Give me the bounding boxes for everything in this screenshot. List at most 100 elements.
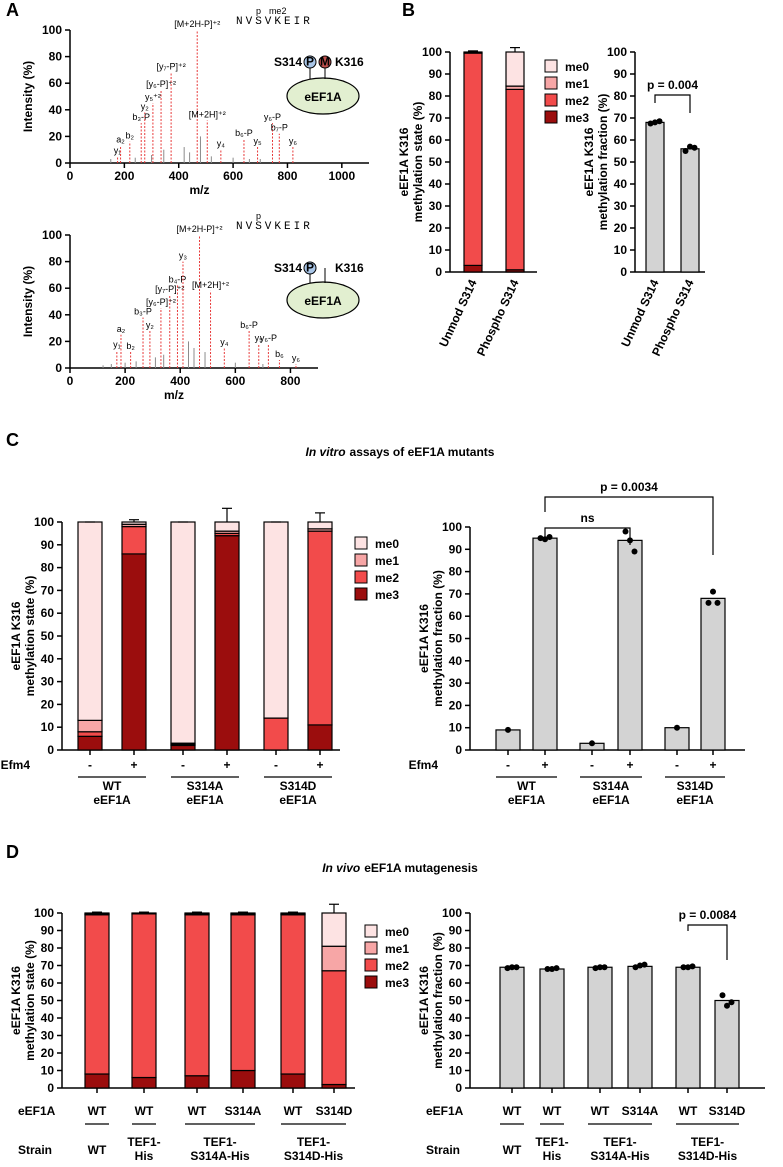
bar-segment xyxy=(77,719,103,733)
error-bar xyxy=(468,50,478,52)
group-label: TEF1- xyxy=(127,1135,160,1149)
site-mark xyxy=(318,55,332,69)
peak-label: b₃-P xyxy=(134,306,152,316)
bar-segment xyxy=(184,912,210,915)
x-tick-label: + xyxy=(223,758,230,772)
bar-segment xyxy=(170,521,196,744)
x-tick-label: - xyxy=(590,758,594,772)
peak-label: [M+2H-P]⁺² xyxy=(177,224,223,234)
bar-segment xyxy=(463,264,483,273)
y-tick-label: 10 xyxy=(41,1064,55,1078)
peak-label: [M+2H-P]⁺² xyxy=(174,19,220,29)
legend-swatch xyxy=(544,59,558,73)
x-tick-label: - xyxy=(181,758,185,772)
panel-letter: A xyxy=(6,0,19,20)
group-label: eEF1A xyxy=(93,793,131,807)
bar-segment xyxy=(263,717,289,751)
data-point xyxy=(504,965,511,972)
peptide: NVSVKEIR xyxy=(236,16,313,28)
x-tick-label: + xyxy=(626,758,633,772)
x-tick-label: 0 xyxy=(67,169,74,183)
peak-label: y₃ xyxy=(179,251,188,261)
peak-label: y₁ xyxy=(114,145,122,155)
bar-segment xyxy=(280,1073,306,1089)
x-tick-label: WT xyxy=(679,1104,698,1118)
x-tick-label: Unmod S314 xyxy=(436,277,480,349)
y-tick-label: 0 xyxy=(435,265,442,279)
y-tick-label: 10 xyxy=(429,243,443,257)
group-label: S314D-His xyxy=(284,1149,344,1163)
y-tick-label: 50 xyxy=(41,994,55,1008)
legend-label: me0 xyxy=(385,925,409,939)
y-tick-label: 60 xyxy=(449,609,463,623)
error-bar xyxy=(192,911,202,913)
group-label: S314D-His xyxy=(678,1149,738,1163)
group-label: TEF1- xyxy=(535,1135,568,1149)
group-label: WT xyxy=(517,779,536,793)
title-italic: In vivo xyxy=(322,861,360,875)
x-tick-label: WT xyxy=(284,1104,303,1118)
panel-letter: C xyxy=(6,430,19,450)
x-tick-label: 600 xyxy=(225,374,245,388)
y-tick-label: 100 xyxy=(42,23,62,37)
peak-label: b₂ xyxy=(126,341,135,351)
bar-segment xyxy=(131,913,157,1079)
site-label: S314 xyxy=(274,55,302,69)
data-point xyxy=(682,148,689,154)
legend-swatch xyxy=(354,553,368,567)
group-label: TEF1- xyxy=(297,1135,330,1149)
y-tick-label: 80 xyxy=(41,561,55,575)
bar xyxy=(617,539,643,751)
y-tick-label: 50 xyxy=(429,155,443,169)
row-label: Efm4 xyxy=(409,758,439,772)
peak-label: y₆ xyxy=(292,353,301,363)
peak-label: y₂ xyxy=(146,320,155,330)
x-tick-label: 0 xyxy=(67,374,74,388)
site-mark-label: M xyxy=(320,55,330,69)
panel-letter: D xyxy=(6,842,19,862)
x-tick-label: 200 xyxy=(115,374,135,388)
y-tick-label: 80 xyxy=(41,941,55,955)
y-tick-label: 20 xyxy=(49,129,63,143)
peak-label: [M+2H]⁺² xyxy=(189,109,226,119)
peak-label: b₃-P xyxy=(132,112,150,122)
bar-segment xyxy=(77,731,103,737)
group-label: His xyxy=(543,1149,562,1163)
group-label: His xyxy=(135,1149,154,1163)
y-axis-label: Intensity (%) xyxy=(21,61,35,132)
row-label: Strain xyxy=(426,1143,460,1157)
data-point xyxy=(592,965,599,972)
protein-shape xyxy=(286,77,360,115)
group-label: eEF1A xyxy=(279,793,317,807)
bar-segment xyxy=(121,553,147,751)
y-tick-label: 10 xyxy=(41,720,55,734)
bar-segment xyxy=(131,1076,157,1089)
bar-segment xyxy=(505,88,525,271)
legend-swatch xyxy=(544,76,558,90)
x-tick-label: - xyxy=(506,758,510,772)
bar xyxy=(587,966,613,1089)
group-label: S314A xyxy=(187,779,224,793)
legend-swatch xyxy=(364,924,378,938)
y-axis-label: methylation state (%) xyxy=(411,102,425,223)
site-label: K316 xyxy=(335,261,364,275)
x-tick-label: + xyxy=(541,758,548,772)
bar-segment xyxy=(307,521,333,530)
significance-bracket xyxy=(687,924,728,960)
data-point xyxy=(652,119,658,126)
y-tick-label: 20 xyxy=(49,334,63,348)
protein-label: eEF1A xyxy=(304,90,342,104)
group-label: TEF1- xyxy=(603,1135,636,1149)
data-point xyxy=(687,143,693,150)
data-point xyxy=(544,966,551,972)
group-label: S314A-His xyxy=(190,1149,250,1163)
legend-label: me2 xyxy=(565,94,589,108)
y-tick-label: 10 xyxy=(449,1064,463,1078)
bar-segment xyxy=(280,914,306,1075)
y-tick-label: 50 xyxy=(449,994,463,1008)
bar xyxy=(495,729,521,751)
y-tick-label: 0 xyxy=(47,1081,54,1095)
x-tick-label: S314D xyxy=(316,1104,353,1118)
peak-label: b₆-P xyxy=(235,128,253,138)
peak-label: [y₆-P]⁺² xyxy=(146,79,176,89)
